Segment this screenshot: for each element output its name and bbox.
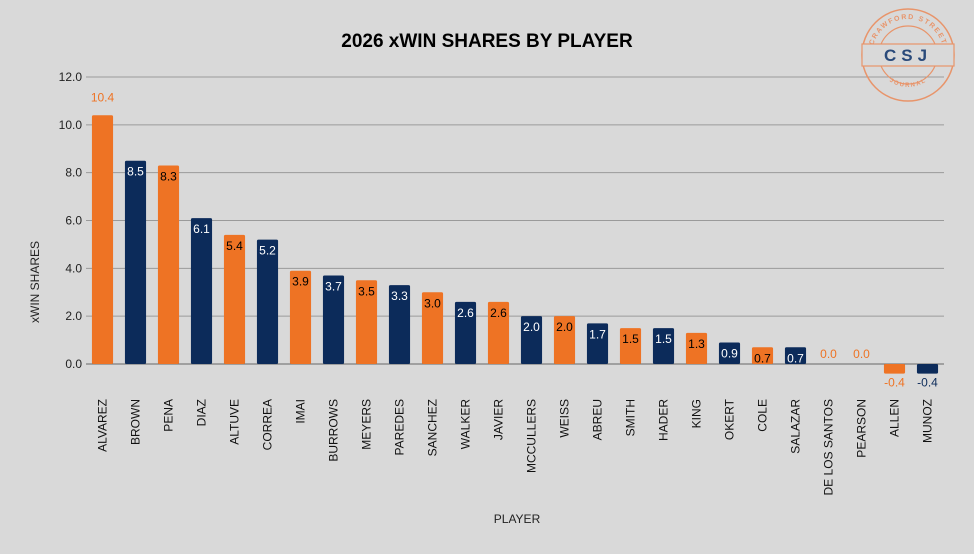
bar — [157, 165, 180, 364]
data-label: 8.5 — [127, 165, 144, 179]
x-tick-label: PENA — [162, 399, 176, 432]
y-axis-label: xWIN SHARES — [28, 241, 42, 323]
y-axis-ticks: 0.0 2.0 4.0 6.0 8.0 10.0 12.0 — [59, 70, 83, 371]
data-label: 0.9 — [721, 346, 738, 360]
bar — [223, 234, 246, 364]
bar — [520, 316, 543, 364]
data-label: 3.0 — [424, 296, 441, 310]
y-tick-label: 4.0 — [65, 261, 82, 275]
data-label: 1.5 — [622, 332, 639, 346]
bar — [289, 270, 312, 364]
bar — [388, 285, 411, 364]
bar — [751, 347, 774, 364]
logo-center-text: CSJ — [884, 46, 932, 65]
data-label: 0.7 — [754, 351, 771, 365]
x-tick-label: OKERT — [723, 398, 737, 440]
y-tick-label: 12.0 — [59, 70, 83, 84]
x-tick-label: DE LOS SANTOS — [822, 399, 836, 495]
bar — [355, 280, 378, 364]
x-tick-label: CORREA — [261, 399, 275, 450]
x-tick-label: JAVIER — [492, 399, 506, 440]
data-label: 0.0 — [820, 347, 837, 361]
x-tick-label: WEISS — [558, 399, 572, 438]
bar — [421, 292, 444, 364]
x-tick-label: BROWN — [129, 399, 143, 445]
data-label: 2.0 — [523, 320, 540, 334]
data-label: 5.4 — [226, 239, 243, 253]
bar — [652, 328, 675, 364]
data-label: 5.2 — [259, 244, 276, 258]
y-tick-label: 0.0 — [65, 357, 82, 371]
bar — [553, 316, 576, 364]
bar — [124, 160, 147, 364]
bars — [91, 115, 939, 374]
data-label: 0.7 — [787, 351, 804, 365]
bar — [685, 332, 708, 364]
data-label: 6.1 — [193, 222, 210, 236]
data-labels: 10.4 8.5 8.3 6.1 5.4 5.2 3.9 3.7 3.5 3.3 3.0 2.6 2.6… — [91, 90, 938, 389]
x-tick-label: SANCHEZ — [426, 399, 440, 456]
y-tick-label: 6.0 — [65, 214, 82, 228]
bar — [487, 301, 510, 364]
chart-title: 2026 xWIN SHARES BY PLAYER — [341, 31, 633, 52]
x-tick-label: SALAZAR — [789, 399, 803, 454]
x-tick-label: ALLEN — [888, 399, 902, 437]
x-tick-label: COLE — [756, 399, 770, 432]
logo-band — [861, 43, 955, 67]
x-tick-label: MCCULLERS — [525, 399, 539, 473]
x-tick-label: PAREDES — [393, 399, 407, 455]
y-tick-label: 8.0 — [65, 166, 82, 180]
y-tick-label: 10.0 — [59, 118, 83, 132]
bar — [586, 323, 609, 364]
x-tick-label: HADER — [657, 399, 671, 441]
x-axis-ticks: ALVAREZ BROWN PENA DIAZ ALTUVE CORREA IMAI BURR… — [96, 398, 935, 495]
data-label: 1.7 — [589, 327, 606, 341]
data-label: 1.5 — [655, 332, 672, 346]
data-label: 8.3 — [160, 169, 177, 183]
bar — [916, 364, 939, 374]
bar — [256, 239, 279, 364]
bar — [454, 301, 477, 364]
x-tick-label: MUNOZ — [921, 399, 935, 443]
data-label: -0.4 — [884, 376, 905, 390]
data-label: 2.0 — [556, 320, 573, 334]
x-tick-label: PEARSON — [855, 399, 869, 458]
data-label: 3.7 — [325, 280, 342, 294]
data-label: 3.5 — [358, 284, 375, 298]
data-label: 0.0 — [853, 347, 870, 361]
x-tick-label: ALTUVE — [228, 399, 242, 445]
bar — [91, 115, 114, 365]
x-tick-label: KING — [690, 399, 704, 428]
bar — [190, 218, 213, 364]
gridlines — [86, 76, 944, 365]
x-tick-label: WALKER — [459, 399, 473, 450]
y-tick-label: 2.0 — [65, 309, 82, 323]
data-label: 10.4 — [91, 90, 115, 104]
x-tick-label: ABREU — [591, 399, 605, 440]
data-label: 3.9 — [292, 275, 309, 289]
x-tick-label: BURROWS — [327, 399, 341, 462]
csj-logo: CRAWFORD STREET JOURNAL CSJ — [861, 8, 955, 102]
data-label: 1.3 — [688, 337, 705, 351]
x-axis-label: PLAYER — [494, 512, 541, 526]
x-tick-label: DIAZ — [195, 399, 209, 426]
bar — [322, 275, 345, 364]
data-label: 2.6 — [457, 306, 474, 320]
bar — [784, 347, 807, 364]
data-label: -0.4 — [917, 376, 938, 390]
bar — [718, 342, 741, 364]
x-tick-label: ALVAREZ — [96, 399, 110, 452]
data-label: 3.3 — [391, 289, 408, 303]
logo-bottom-text: JOURNAL — [888, 78, 927, 89]
data-label: 2.6 — [490, 306, 507, 320]
x-tick-label: SMITH — [624, 399, 638, 436]
x-tick-label: IMAI — [294, 399, 308, 424]
x-tick-label: MEYERS — [360, 399, 374, 450]
bar — [619, 328, 642, 364]
bar — [883, 364, 906, 374]
